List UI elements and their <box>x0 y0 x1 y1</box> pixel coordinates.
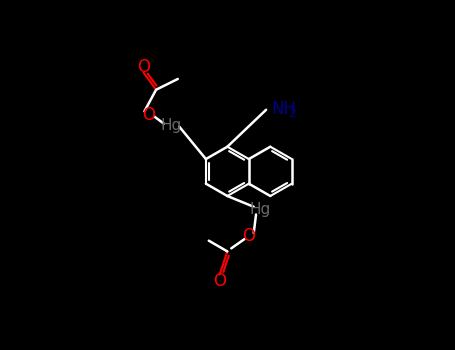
Text: O: O <box>137 58 150 76</box>
Text: NH: NH <box>272 100 297 118</box>
Text: Hg: Hg <box>249 202 271 217</box>
Text: O: O <box>213 272 226 290</box>
Text: 2: 2 <box>288 107 296 120</box>
Text: O: O <box>142 106 155 124</box>
Text: O: O <box>243 227 256 245</box>
Text: Hg: Hg <box>161 118 182 133</box>
